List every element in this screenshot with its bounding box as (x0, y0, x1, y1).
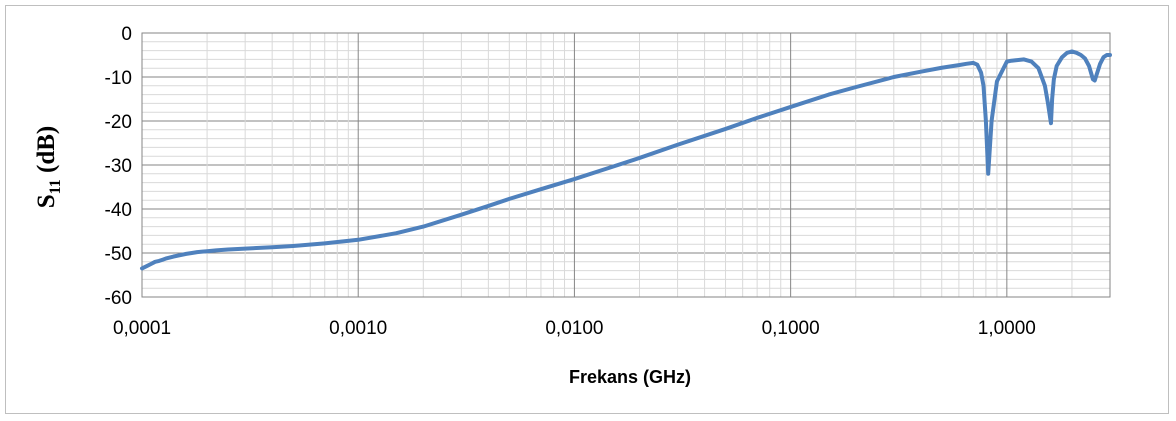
x-axis-title: Frekans (GHz) (569, 367, 691, 387)
y-axis-title-unit: (dB) (33, 126, 60, 179)
x-tick-label: 0,0001 (113, 318, 171, 339)
y-axis-title: S11 (dB) (33, 126, 64, 209)
grid-layer (141, 32, 1111, 298)
y-tick-label: -20 (105, 112, 132, 133)
x-tick-label: 0,0010 (329, 318, 387, 339)
y-axis-title-sub: 11 (47, 179, 64, 194)
plot-border (141, 32, 1111, 298)
y-tick-label: 0 (121, 24, 132, 45)
x-tick-label: 0,1000 (762, 318, 820, 339)
y-tick-label: -10 (105, 68, 132, 89)
y-tick-label: -30 (105, 156, 132, 177)
y-tick-label: -60 (105, 288, 132, 309)
y-tick-label: -50 (105, 244, 132, 265)
series-layer (140, 49, 1112, 271)
x-tick-label: 1,0000 (978, 318, 1036, 339)
tick-labels: 0 -10 -20 -30 -40 -50 -60 0,0001 0,0010 0,0100 0,1… (105, 24, 1036, 339)
y-tick-label: -40 (105, 200, 132, 221)
x-tick-label: 0,0100 (545, 318, 603, 339)
series-line-s11 (140, 49, 1112, 271)
y-axis-title-main: S (33, 194, 60, 208)
